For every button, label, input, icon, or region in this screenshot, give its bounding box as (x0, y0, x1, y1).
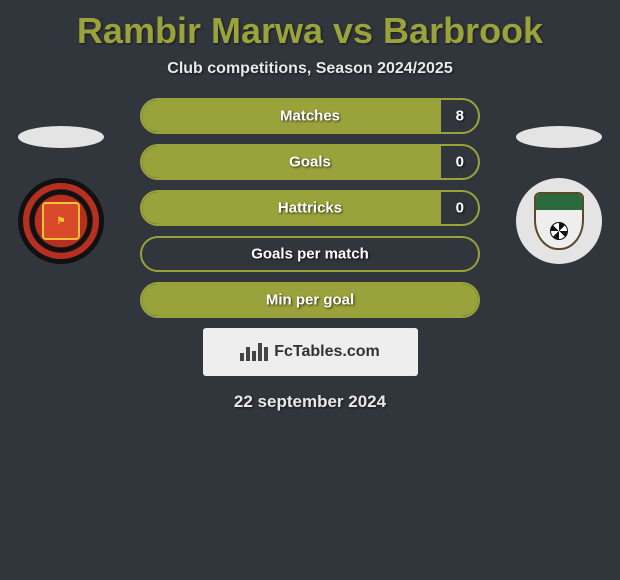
subtitle: Club competitions, Season 2024/2025 (0, 60, 620, 78)
club-badge-right (516, 178, 602, 264)
stat-label: Matches (280, 108, 340, 125)
stat-value: 0 (456, 200, 464, 217)
stats-column: Matches 8 Goals 0 Hattricks 0 Goals per match M… (140, 98, 480, 318)
stat-bar: Hattricks 0 (140, 190, 480, 226)
stat-bar: Goals per match (140, 236, 480, 272)
stat-label: Hattricks (278, 200, 342, 217)
date-label: 22 september 2024 (0, 392, 620, 412)
bar-chart-icon (240, 343, 268, 361)
club-badge-left: ⚑ (18, 178, 104, 264)
club-badge-left-inner: ⚑ (42, 202, 80, 240)
stat-value: 8 (456, 108, 464, 125)
stat-label: Min per goal (266, 292, 354, 309)
stat-bar: Matches 8 (140, 98, 480, 134)
page-title: Rambir Marwa vs Barbrook (0, 0, 620, 52)
stat-bar: Goals 0 (140, 144, 480, 180)
club-shield-right (534, 192, 584, 250)
branding-label: FcTables.com (274, 343, 380, 361)
branding-box[interactable]: FcTables.com (203, 328, 418, 376)
player-silhouette-left (18, 126, 104, 148)
player-silhouette-right (516, 126, 602, 148)
stat-bar: Min per goal (140, 282, 480, 318)
stat-label: Goals per match (251, 246, 369, 263)
stat-label: Goals (289, 154, 331, 171)
stat-value: 0 (456, 154, 464, 171)
